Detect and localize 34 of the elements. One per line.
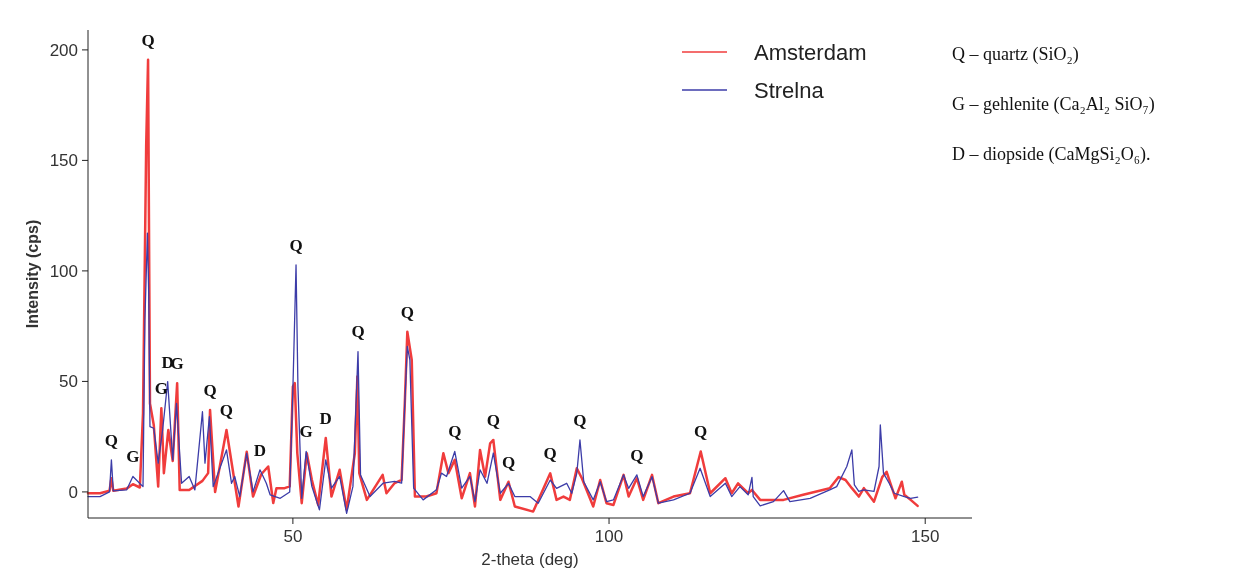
y-tick-label: 100 [49, 261, 78, 281]
annotation: Q [573, 410, 587, 430]
annotation: G [126, 447, 140, 467]
annotation: Q [203, 380, 217, 400]
y-tick-label: 50 [59, 372, 78, 392]
x-tick-label: 50 [283, 527, 303, 546]
annotation: Q [694, 422, 708, 442]
legend-label: Strelna [754, 78, 825, 103]
annotation: D [319, 408, 332, 428]
annotation: Q [501, 452, 516, 472]
annotation: D – diopside (CaMgSi₂O₆). [952, 144, 1151, 165]
x-tick-label: 100 [594, 527, 624, 546]
annotation: Q [289, 235, 303, 255]
annotation: Q [141, 30, 155, 50]
annotation: G [299, 422, 313, 442]
annotation: Q [448, 422, 462, 442]
y-axis-title: Intensity (cps) [24, 219, 41, 329]
annotation: G – gehlenite (Ca₂Al₂ SiO₇) [952, 94, 1155, 115]
y-tick-label: 150 [49, 151, 78, 171]
annotation: Q [104, 430, 119, 450]
annotation: Q [543, 444, 557, 464]
y-tick-label: 200 [49, 40, 78, 60]
y-tick-label: 0 [68, 482, 78, 502]
line-series [87, 232, 919, 515]
x-axis-title: 2-theta (deg) [481, 550, 579, 569]
annotation: Q [351, 322, 365, 342]
x-tick-label: 150 [911, 527, 940, 546]
annotation: Q [486, 410, 500, 430]
annotation: Q [219, 400, 234, 420]
annotation: Q – quartz (SiO₂) [952, 44, 1079, 65]
annotation: D [253, 440, 267, 460]
annotation: Q [400, 302, 414, 322]
annotation: Q [630, 445, 644, 465]
legend-label: Amsterdam [754, 40, 867, 65]
